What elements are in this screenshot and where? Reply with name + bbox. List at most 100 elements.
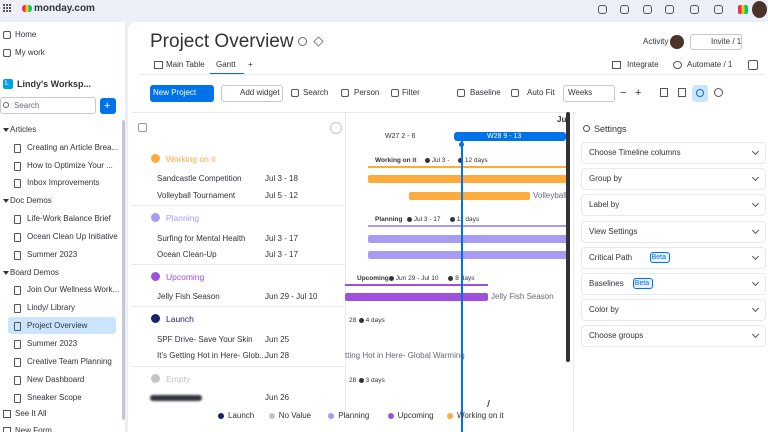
icon (3, 10, 5, 12)
add-tab[interactable]: + (248, 60, 253, 69)
sidebar-item[interactable]: Creative Team Planning (27, 356, 112, 366)
nav-item[interactable]: My work (15, 48, 45, 57)
settings-row[interactable] (581, 194, 766, 217)
icon (9, 7, 11, 9)
settings-label[interactable]: Color by (589, 305, 619, 315)
section-title[interactable]: Doc Demos (10, 196, 52, 206)
group-dot (151, 374, 160, 383)
add-widget[interactable]: Add widget (240, 88, 280, 97)
settings-label[interactable]: Label by (589, 200, 620, 210)
group-name[interactable]: Planning (166, 213, 200, 223)
add-widget-button (221, 85, 283, 102)
beta-badge (649, 251, 670, 263)
search-placeholder[interactable]: Search (14, 101, 40, 110)
item-name[interactable]: Volleyball Tournament (157, 191, 236, 200)
integrate[interactable]: Integrate (627, 60, 659, 69)
auto-fit[interactable]: Auto Fit (527, 88, 555, 97)
settings-row[interactable] (581, 168, 766, 191)
settings-row[interactable] (581, 299, 766, 322)
item-name[interactable]: SPF Drive- Save Your Skin (157, 335, 253, 344)
item-dates: Jun 29 - Jul 10 (265, 292, 318, 301)
sidebar-item[interactable]: Project Overview (27, 321, 88, 330)
item-name[interactable]: Jelly Fish Season (157, 292, 220, 301)
sidebar-item[interactable]: Creating an Article Brea... (27, 142, 119, 152)
group-dot (151, 213, 160, 222)
settings-label[interactable]: View Settings (589, 226, 638, 236)
month-label: Jul (557, 115, 569, 124)
item-name[interactable]: Surfing for Mental Health (157, 234, 246, 243)
nav-item[interactable]: Home (15, 30, 37, 39)
sidebar-item[interactable]: Summer 2023 (27, 249, 78, 259)
sidebar-footer[interactable]: New Form (15, 426, 52, 432)
settings-label[interactable]: Group by (589, 174, 622, 184)
icon (6, 10, 8, 12)
settings-label[interactable]: Critical Path (589, 252, 633, 262)
bar-label: tting Hot in Here- Global Warming (345, 351, 465, 360)
group-name[interactable]: Launch (166, 314, 194, 324)
icon (424, 158, 430, 163)
item-name[interactable]: It's Getting Hot in Here- Glob... (157, 351, 267, 360)
icon (511, 89, 519, 97)
week-label: W28 9 - 13 (487, 133, 522, 140)
icon (3, 102, 9, 108)
workspace-name[interactable]: Lindy's Worksp... (17, 79, 91, 89)
week-label: W27 2 - 6 (385, 133, 416, 140)
sidebar-item[interactable]: Lindy/ Library (27, 303, 76, 313)
section-title[interactable]: Board Demos (10, 267, 59, 277)
baseline[interactable]: Baseline (470, 88, 501, 97)
zoom-in[interactable]: + (635, 87, 642, 99)
search[interactable]: Search (303, 88, 329, 97)
sidebar-item[interactable]: Inbox Improvements (27, 178, 100, 188)
summary-dates: 28 (349, 317, 357, 324)
group-name[interactable]: Upcoming (166, 272, 205, 282)
settings-label[interactable]: Baselines (589, 279, 624, 288)
icon (3, 7, 5, 9)
settings-label[interactable]: Choose groups (589, 331, 644, 341)
legend-dot (447, 413, 453, 419)
item-name[interactable]: Ocean Clean-Up (157, 250, 217, 259)
summary-days: 11 days (456, 216, 480, 223)
summary-days: 3 days (365, 377, 385, 384)
gantt-scrollbar (566, 112, 570, 362)
activity[interactable]: Activity (643, 37, 669, 46)
settings-row[interactable] (581, 220, 766, 243)
gantt-bar (368, 251, 570, 259)
sidebar-item[interactable]: New Dashboard (27, 374, 85, 384)
sidebar-footer[interactable]: See It All (15, 409, 47, 418)
settings-title: Settings (594, 124, 627, 134)
settings-row[interactable] (581, 246, 766, 269)
sidebar-item[interactable]: How to Optimize Your ... (27, 160, 113, 170)
item-dates: Jun 28 (265, 351, 290, 360)
icon (14, 304, 21, 314)
tab[interactable]: Main Table (166, 60, 205, 69)
summary-dates: Jul 3 - (431, 157, 450, 164)
zoom-out[interactable]: − (620, 87, 627, 99)
sidebar-item[interactable]: Sneaker Scope (27, 392, 82, 402)
person[interactable]: Person (354, 88, 380, 97)
tab-active[interactable]: Gantt (216, 60, 236, 69)
settings-label[interactable]: Choose Timeline columns (589, 148, 681, 157)
settings-row[interactable] (581, 273, 766, 295)
invite[interactable]: Invite / 1 (711, 37, 742, 46)
filter[interactable]: Filter (402, 88, 420, 97)
settings-row[interactable] (581, 142, 766, 164)
weeks[interactable]: Weeks (568, 88, 593, 97)
sidebar-item[interactable]: Join Our Wellness Work... (27, 285, 120, 295)
group-name[interactable]: Empty (166, 374, 191, 384)
icon (643, 5, 652, 14)
sidebar-item[interactable]: Summer 2023 (27, 338, 78, 348)
automate[interactable]: Automate / 1 (687, 60, 733, 69)
item-name[interactable]: Sandcastle Competition (157, 174, 242, 183)
sidebar-item[interactable]: Ocean Clean Up Initiative (27, 231, 118, 241)
summary-dates: 28 (349, 377, 357, 384)
icon (154, 61, 163, 69)
caret (3, 199, 9, 204)
sidebar-item[interactable]: Life-Work Balance Brief (27, 213, 111, 223)
group-name[interactable]: Working on it (166, 154, 216, 164)
section-title[interactable]: Articles (10, 125, 37, 134)
new-project[interactable]: New Project (153, 88, 197, 97)
icon (388, 276, 394, 281)
icon (341, 89, 349, 97)
bar-label: Volleyball (533, 191, 567, 200)
settings-row[interactable] (581, 325, 766, 348)
